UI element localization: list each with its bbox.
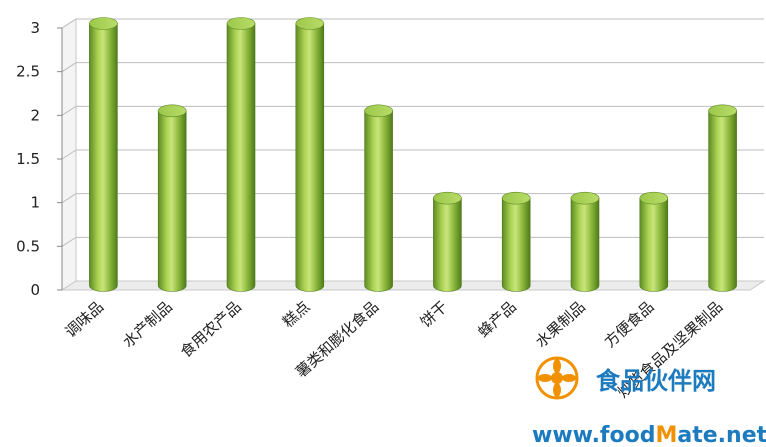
y-tick-label: 2: [30, 106, 40, 124]
bar: [89, 17, 118, 292]
gridline: [61, 193, 764, 204]
x-tick-label: 水产制品: [119, 298, 176, 352]
bar-cap: [295, 17, 325, 30]
bar-cap: [364, 104, 393, 118]
y-tick-label: 2.5: [16, 63, 40, 81]
bar-body: [89, 23, 118, 292]
gridline: [61, 105, 764, 116]
bar-body: [501, 197, 531, 292]
bar-cap: [708, 104, 737, 118]
bar-body: [364, 110, 393, 292]
watermark-cn-text: 食品伙伴网: [596, 367, 716, 395]
bar-body: [295, 23, 325, 292]
bar: [226, 17, 256, 292]
bar-cap: [501, 191, 531, 205]
gridlines: [61, 18, 764, 247]
y-tick-label: 1.5: [16, 150, 40, 168]
watermark-url: www.foodMate.net: [532, 423, 766, 447]
watermark-url-suffix: ate.net: [677, 423, 766, 447]
gridline: [61, 149, 764, 160]
x-tick-label: 水果制品: [532, 298, 589, 352]
bar-cap: [433, 191, 462, 205]
bar-cap: [226, 17, 256, 30]
watermark-url-m: M: [655, 423, 677, 447]
watermark: 食品伙伴网 www.foodMate.net: [532, 356, 766, 447]
y-tick-label: 0: [30, 281, 40, 299]
x-tick-label: 调味品: [62, 298, 107, 341]
x-tick-label: 糕点: [279, 298, 313, 331]
bars: [89, 17, 737, 292]
bar: [157, 104, 187, 292]
bar: [708, 104, 737, 292]
bar-body: [433, 197, 462, 292]
x-tick-label: 饼干: [417, 298, 451, 331]
x-tick-label: 方便食品: [601, 298, 658, 352]
bar-cap: [639, 191, 669, 205]
bar: [570, 191, 600, 292]
x-tick-label: 蜂产品: [474, 298, 519, 341]
foodmate-flower-logo: [535, 356, 579, 400]
bar-body: [639, 197, 669, 292]
bar-cap: [89, 17, 118, 30]
y-tick-label: 3: [30, 19, 40, 37]
gridline: [61, 236, 764, 247]
x-tick-label: 食用农产品: [177, 298, 245, 362]
bar: [639, 191, 669, 292]
bar: [295, 17, 325, 292]
bar-cap: [570, 191, 600, 205]
gridline: [61, 18, 764, 29]
gridline: [61, 62, 764, 73]
y-tick-label: 1: [30, 194, 40, 212]
bar: [364, 104, 393, 292]
bar: [501, 191, 531, 292]
y-axis: 0 0.5 1 1.5 2 2.5 3: [16, 19, 63, 299]
bar-body: [570, 197, 600, 292]
bar: [433, 191, 462, 292]
watermark-url-prefix: www.food: [532, 423, 655, 447]
bar-body: [708, 110, 737, 292]
bar-cap: [157, 104, 187, 118]
y-tick-label: 0.5: [16, 237, 40, 255]
bar-body: [226, 23, 256, 292]
bar-body: [157, 110, 187, 292]
